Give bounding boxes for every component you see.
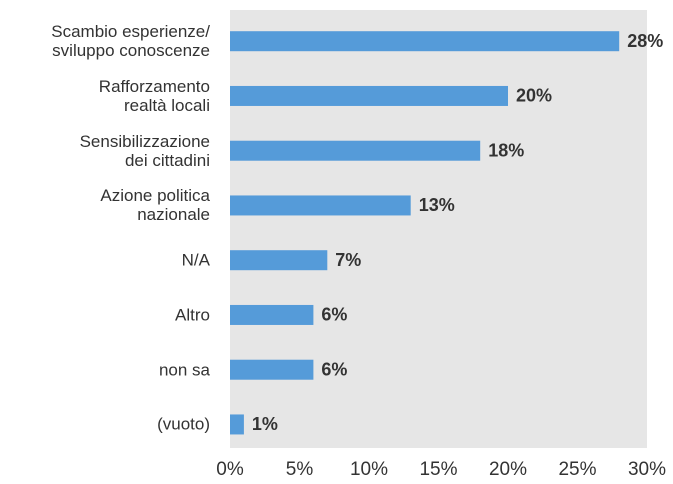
value-label: 20% xyxy=(516,86,552,106)
y-tick-label: N/A xyxy=(181,250,210,270)
value-label: 6% xyxy=(321,359,347,379)
x-tick-label: 25% xyxy=(558,459,596,480)
y-tick-label: Rafforzamento realtà locali xyxy=(98,76,210,115)
bar xyxy=(230,359,314,380)
bar xyxy=(230,250,328,271)
x-tick-label: 5% xyxy=(286,459,314,480)
bar xyxy=(230,140,481,161)
bar xyxy=(230,85,508,106)
x-tick-label: 0% xyxy=(216,459,244,480)
y-tick-label: non sa xyxy=(158,360,210,380)
value-label: 7% xyxy=(335,250,361,270)
x-tick-label: 15% xyxy=(419,459,457,480)
y-tick-label: (vuoto) xyxy=(157,414,210,434)
plot-background xyxy=(230,10,647,448)
y-tick-label: Altro xyxy=(175,305,210,325)
x-tick-label: 20% xyxy=(489,459,527,480)
value-label: 28% xyxy=(627,31,663,51)
y-tick-label: Scambio esperienze/ sviluppo conoscenze xyxy=(51,22,210,61)
bar xyxy=(230,414,244,435)
y-tick-label: Azione politica nazionale xyxy=(100,186,210,225)
value-label: 1% xyxy=(252,414,278,434)
bar xyxy=(230,31,620,52)
x-tick-label: 10% xyxy=(350,459,388,480)
value-label: 13% xyxy=(419,195,455,215)
value-label: 18% xyxy=(488,140,524,160)
x-tick-label: 30% xyxy=(628,459,666,480)
bar xyxy=(230,195,411,216)
bar xyxy=(230,304,314,325)
value-label: 6% xyxy=(321,305,347,325)
y-tick-label: Sensibilizzazione dei cittadini xyxy=(79,131,210,170)
